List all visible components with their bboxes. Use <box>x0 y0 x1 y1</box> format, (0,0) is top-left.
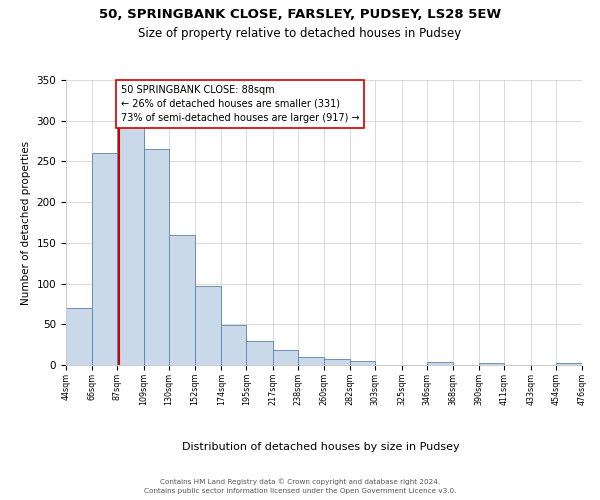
Bar <box>195 286 221 365</box>
Text: Contains HM Land Registry data © Crown copyright and database right 2024.
Contai: Contains HM Land Registry data © Crown c… <box>144 478 456 494</box>
Bar <box>324 360 350 365</box>
Text: 50 SPRINGBANK CLOSE: 88sqm
← 26% of detached houses are smaller (331)
73% of sem: 50 SPRINGBANK CLOSE: 88sqm ← 26% of deta… <box>121 85 359 123</box>
Bar <box>118 126 143 365</box>
Bar <box>479 362 505 365</box>
Bar <box>92 154 118 365</box>
Bar <box>350 361 376 365</box>
Bar <box>66 308 92 365</box>
Bar <box>247 342 272 365</box>
Bar <box>143 149 169 365</box>
Bar <box>556 362 582 365</box>
Text: Distribution of detached houses by size in Pudsey: Distribution of detached houses by size … <box>182 442 460 452</box>
Bar <box>298 357 324 365</box>
Bar <box>169 234 195 365</box>
Y-axis label: Number of detached properties: Number of detached properties <box>21 140 31 304</box>
Text: Size of property relative to detached houses in Pudsey: Size of property relative to detached ho… <box>139 28 461 40</box>
Bar <box>427 362 453 365</box>
Bar <box>221 325 247 365</box>
Bar <box>272 350 298 365</box>
Text: 50, SPRINGBANK CLOSE, FARSLEY, PUDSEY, LS28 5EW: 50, SPRINGBANK CLOSE, FARSLEY, PUDSEY, L… <box>99 8 501 20</box>
